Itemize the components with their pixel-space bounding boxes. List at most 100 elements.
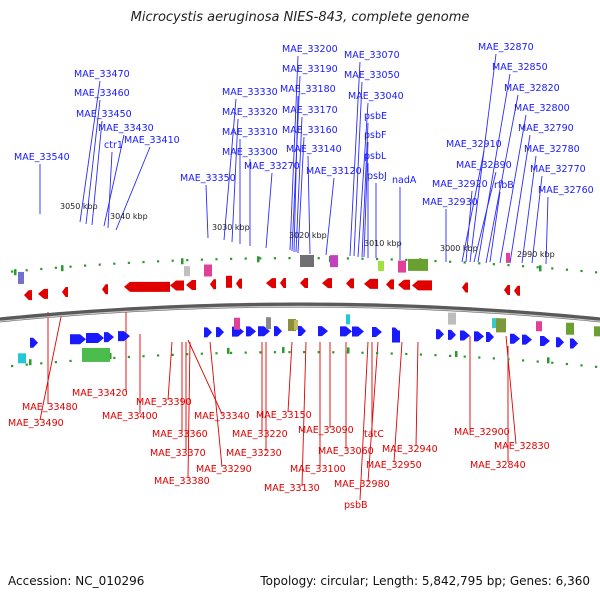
gene-label-mae-33200: MAE_33200 — [282, 44, 338, 55]
kbp-scale-labels: 3050 kbp 3040 kbp 3030 kbp 3020 kbp 3010 kbp… — [60, 202, 555, 259]
gene-label-mae-33330: MAE_33330 — [222, 87, 278, 98]
upper-tick-dot — [522, 359, 525, 362]
forward-gene-arrow — [86, 332, 104, 343]
reverse-gene-arrow — [514, 285, 520, 296]
lower-tick-dot — [157, 260, 160, 263]
upper-tick-dot — [288, 351, 291, 354]
kbp-label: 3040 kbp — [110, 212, 148, 221]
gene-label-mae-33060: MAE_33060 — [318, 446, 374, 457]
upper-tick-dot — [507, 358, 510, 361]
upper-tick-dot — [303, 351, 306, 354]
gene-label-mae-32820: MAE_32820 — [504, 83, 560, 94]
forward-gene-arrow — [216, 327, 224, 338]
feature-block — [82, 347, 110, 362]
forward-gene-arrow — [30, 337, 38, 348]
forward-gene-arrow — [298, 326, 306, 337]
reverse-gene-arrow — [210, 279, 216, 290]
forward-gene-arrow — [104, 332, 114, 343]
lower-tick-dot — [522, 265, 525, 268]
reverse-gene-block — [226, 275, 232, 288]
leader-line — [545, 196, 549, 265]
gene-label-psbl: psbL — [364, 151, 387, 162]
lower-tick-dot — [346, 257, 349, 260]
reverse-gene-arrow — [462, 282, 468, 293]
gene-label-mae-33300: MAE_33300 — [222, 147, 278, 158]
lower-tick-dot — [273, 257, 276, 260]
forward-gene-arrow — [474, 331, 484, 342]
kbp-label: 3030 kbp — [212, 223, 250, 232]
upper-tick-dot — [127, 355, 130, 359]
reverse-gene-arrow — [236, 278, 242, 289]
upper-tick-dot — [419, 353, 422, 356]
kbp-label: 3010 kbp — [364, 239, 402, 248]
feature-block — [346, 314, 350, 325]
major-tick-upper — [455, 351, 458, 358]
gene-label-mae-32770: MAE_32770 — [530, 164, 586, 175]
gene-label-mae-33320: MAE_33320 — [222, 107, 278, 118]
gene-label-mae-33050: MAE_33050 — [344, 70, 400, 81]
backbone-line — [0, 302, 600, 323]
lower-tick-dot — [492, 263, 495, 266]
feature-block — [496, 318, 506, 333]
feature-block — [398, 260, 406, 273]
lower-tick-dot — [536, 266, 539, 269]
forward-gene-arrow — [352, 326, 364, 337]
gene-label-rfbb: rfbB — [494, 180, 514, 191]
lower-tick-dot — [244, 257, 247, 260]
forward-gene-arrow — [540, 335, 550, 346]
leader-line — [485, 94, 519, 264]
feature-block — [594, 326, 600, 337]
gene-label-mae-33100: MAE_33100 — [290, 464, 346, 475]
leader-line — [361, 122, 369, 258]
upper-tick-dot — [332, 351, 335, 354]
feature-block — [18, 271, 24, 284]
gene-label-mae-33470: MAE_33470 — [74, 69, 130, 80]
gene-label-nada: nadA — [392, 175, 417, 186]
lower-tick-dot — [376, 257, 379, 261]
lower-tick-dot — [171, 259, 174, 262]
lower-tick-dot — [434, 259, 437, 263]
gene-label-psbe: psbE — [364, 111, 387, 122]
major-tick-lower — [61, 265, 64, 272]
gene-label-mae-33130: MAE_33130 — [264, 483, 320, 494]
upper-tick-dot — [405, 352, 408, 356]
tick-marks — [11, 256, 598, 368]
upper-tick-dot — [273, 351, 276, 354]
reverse-gene-arrow — [62, 287, 68, 298]
lower-tick-dot — [84, 264, 87, 267]
major-tick-upper — [347, 347, 350, 354]
reverse-gene-arrow — [266, 278, 276, 289]
forward-gene-arrow — [522, 334, 532, 345]
upper-tick-dot — [565, 362, 568, 366]
gene-labels: MAE_33540 MAE_33470 MAE_33460 MAE_33450 MAE_… — [8, 42, 594, 511]
gene-label-psbj: psbJ — [367, 171, 387, 182]
gene-label-mae-33220: MAE_33220 — [232, 429, 288, 440]
leader-line — [39, 311, 63, 421]
lower-tick-dot — [317, 257, 320, 260]
forward-gene-arrow — [372, 326, 382, 337]
gene-label-mae-33180: MAE_33180 — [280, 84, 336, 95]
major-tick-lower — [14, 269, 17, 276]
gene-label-mae-33480: MAE_33480 — [22, 402, 78, 413]
upper-tick-dot — [200, 352, 203, 355]
feature-block — [378, 260, 384, 271]
gene-label-mae-33120: MAE_33120 — [306, 166, 362, 177]
gene-label-mae-32890: MAE_32890 — [456, 160, 512, 171]
leader-line — [489, 191, 501, 263]
leader-line — [231, 118, 239, 243]
leader-line — [509, 134, 531, 264]
reverse-gene-arrow — [24, 290, 32, 301]
feature-block — [294, 320, 298, 331]
reverse-gene-arrow — [398, 279, 410, 290]
reverse-gene-arrow — [186, 279, 196, 290]
feature-block — [266, 317, 271, 330]
gene-label-mae-33190: MAE_33190 — [282, 64, 338, 75]
lower-tick-dot — [186, 259, 189, 262]
leader-line — [115, 146, 151, 231]
upper-tick-dot — [171, 353, 174, 356]
reverse-gene-arrow — [38, 288, 48, 299]
feature-block — [234, 317, 240, 330]
gene-label-mae-33460: MAE_33460 — [74, 88, 130, 99]
kbp-label: 3020 kbp — [289, 231, 327, 240]
